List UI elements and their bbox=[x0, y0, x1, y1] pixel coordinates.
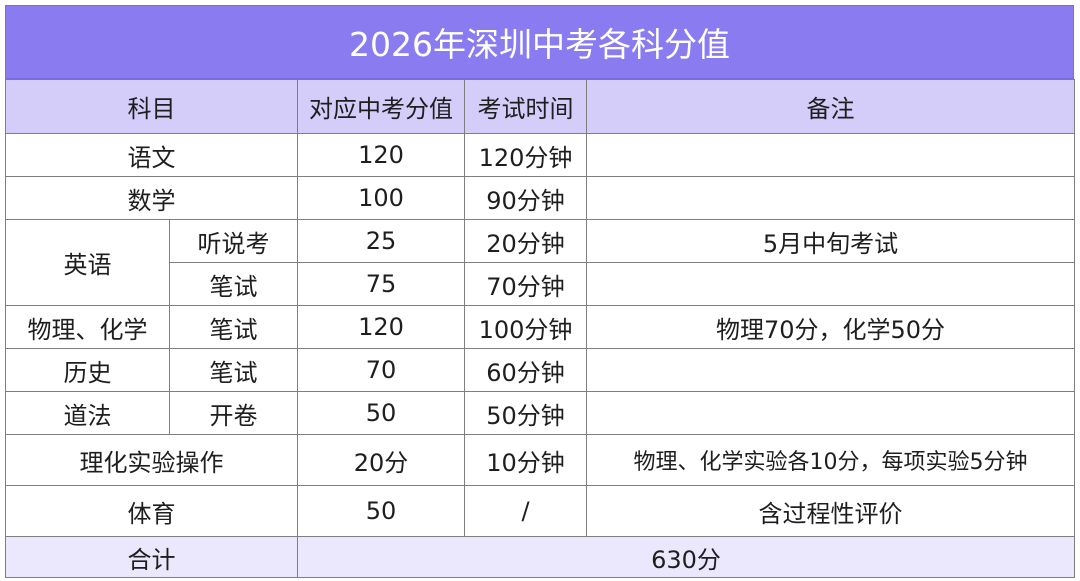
cell-note bbox=[586, 391, 1075, 435]
cell-part: 笔试 bbox=[169, 305, 298, 349]
cell-score: 50 bbox=[297, 391, 465, 435]
total-value: 630分 bbox=[297, 536, 1075, 578]
table-row-pe: 体育 50 / 含过程性评价 bbox=[5, 485, 1075, 537]
table-row-lab-operation: 理化实验操作 20分 10分钟 物理、化学实验各10分，每项实验5分钟 bbox=[5, 434, 1075, 486]
cell-time: 10分钟 bbox=[464, 434, 587, 486]
header-row: 科目 对应中考分值 考试时间 备注 bbox=[5, 79, 1075, 134]
cell-note bbox=[586, 176, 1075, 220]
cell-score: 120 bbox=[297, 305, 465, 349]
cell-subject: 英语 bbox=[5, 219, 170, 306]
cell-note: 物理、化学实验各10分，每项实验5分钟 bbox=[586, 434, 1075, 486]
cell-score: 120 bbox=[297, 133, 465, 177]
cell-note bbox=[586, 348, 1075, 392]
cell-part: 听说考 bbox=[169, 219, 298, 263]
cell-time: / bbox=[464, 485, 587, 537]
cell-note: 含过程性评价 bbox=[586, 485, 1075, 537]
table-row-total: 合计 630分 bbox=[5, 536, 1075, 578]
header-note: 备注 bbox=[586, 79, 1075, 134]
cell-subject: 道法 bbox=[5, 391, 170, 435]
table-row-morality-law: 道法 开卷 50 50分钟 bbox=[5, 391, 1075, 435]
cell-subject: 理化实验操作 bbox=[5, 434, 298, 486]
score-table-card: 2026年深圳中考各科分值 科目 对应中考分值 考试时间 备注 语文 120 1… bbox=[5, 5, 1075, 578]
header-subject: 科目 bbox=[5, 79, 298, 134]
cell-note: 物理70分，化学50分 bbox=[586, 305, 1075, 349]
cell-time: 90分钟 bbox=[464, 176, 587, 220]
cell-score: 50 bbox=[297, 485, 465, 537]
cell-subject: 体育 bbox=[5, 485, 298, 537]
table-row-math: 数学 100 90分钟 bbox=[5, 176, 1075, 220]
cell-time: 20分钟 bbox=[464, 219, 587, 263]
cell-subject: 历史 bbox=[5, 348, 170, 392]
table-row-english-listening: 英语 听说考 25 20分钟 5月中旬考试 bbox=[5, 219, 1075, 306]
cell-subject: 物理、化学 bbox=[5, 305, 170, 349]
cell-time: 60分钟 bbox=[464, 348, 587, 392]
cell-subject: 数学 bbox=[5, 176, 298, 220]
cell-score: 75 bbox=[297, 262, 465, 306]
cell-subject: 语文 bbox=[5, 133, 298, 177]
table-row-physics-chemistry: 物理、化学 笔试 120 100分钟 物理70分，化学50分 bbox=[5, 305, 1075, 349]
cell-time: 50分钟 bbox=[464, 391, 587, 435]
cell-note: 5月中旬考试 bbox=[586, 219, 1075, 263]
cell-part: 笔试 bbox=[169, 348, 298, 392]
cell-score: 20分 bbox=[297, 434, 465, 486]
header-score: 对应中考分值 bbox=[297, 79, 465, 134]
cell-score: 100 bbox=[297, 176, 465, 220]
score-table: 科目 对应中考分值 考试时间 备注 语文 120 120分钟 数学 100 90… bbox=[5, 79, 1075, 578]
cell-part: 开卷 bbox=[169, 391, 298, 435]
header-time: 考试时间 bbox=[464, 79, 587, 134]
total-label: 合计 bbox=[5, 536, 298, 578]
table-row-chinese: 语文 120 120分钟 bbox=[5, 133, 1075, 177]
cell-score: 70 bbox=[297, 348, 465, 392]
table-title: 2026年深圳中考各科分值 bbox=[5, 5, 1074, 79]
cell-note bbox=[586, 133, 1075, 177]
cell-score: 25 bbox=[297, 219, 465, 263]
cell-note bbox=[586, 262, 1075, 306]
cell-part: 笔试 bbox=[169, 262, 298, 306]
cell-time: 100分钟 bbox=[464, 305, 587, 349]
cell-time: 120分钟 bbox=[464, 133, 587, 177]
table-row-history: 历史 笔试 70 60分钟 bbox=[5, 348, 1075, 392]
cell-time: 70分钟 bbox=[464, 262, 587, 306]
